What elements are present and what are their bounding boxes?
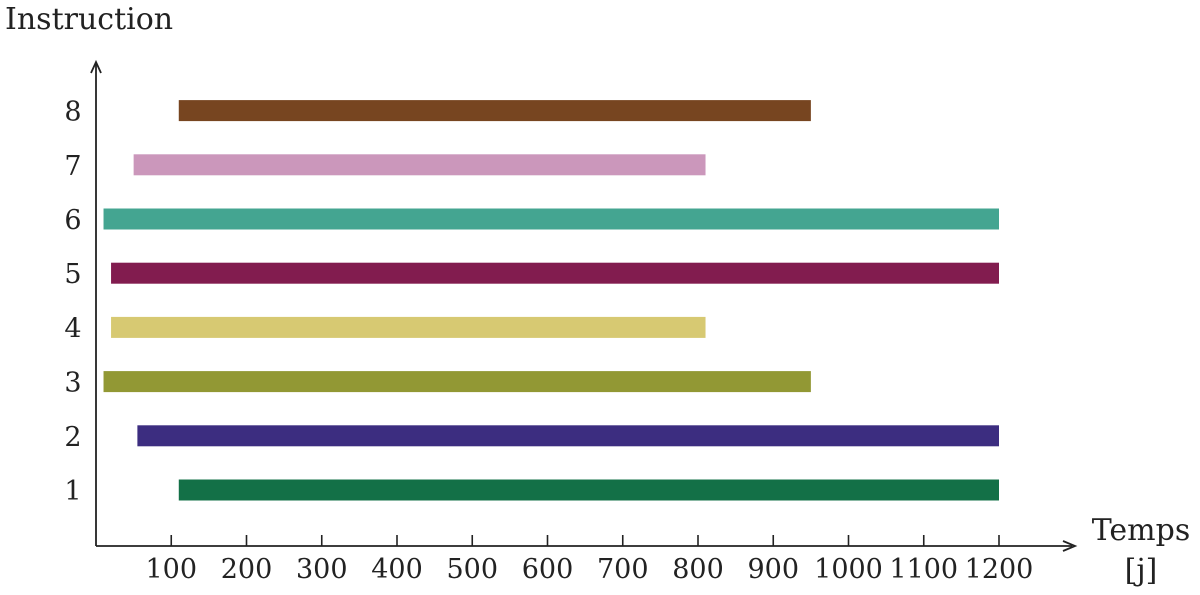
x-axis-title: Temps — [1092, 513, 1190, 548]
x-tick-label: 200 — [221, 554, 273, 585]
y-axis-arrow-icon — [90, 59, 102, 74]
y-tick-label: 4 — [64, 313, 81, 344]
x-axis-unit: [j] — [1125, 553, 1158, 588]
y-tick-label: 2 — [64, 422, 81, 453]
bar-instruction-1 — [178, 479, 999, 501]
y-tick-label: 1 — [64, 476, 81, 507]
bar-instruction-5 — [111, 262, 1000, 284]
bar-instruction-7 — [133, 154, 706, 176]
y-tick-label: 3 — [64, 368, 81, 399]
x-tick-label: 100 — [145, 554, 197, 585]
bar-instruction-8 — [178, 100, 811, 122]
axes — [90, 59, 1078, 552]
x-tick-label: 800 — [672, 554, 724, 585]
x-axis-arrow-icon — [1062, 540, 1078, 552]
y-tick-label: 8 — [64, 97, 81, 128]
y-ticks: 1 2 3 4 5 6 7 8 — [64, 97, 81, 507]
bar-instruction-3 — [103, 371, 811, 393]
x-tick-label: 1200 — [965, 554, 1034, 585]
x-tick-label: 700 — [597, 554, 649, 585]
x-tick-label: 500 — [446, 554, 498, 585]
y-axis-title: Instruction — [5, 2, 173, 37]
x-tick-label: 1000 — [814, 554, 883, 585]
bars — [103, 100, 1000, 501]
x-tick-label: 1100 — [889, 554, 958, 585]
x-tick-label: 400 — [371, 554, 423, 585]
x-tick-label: 900 — [747, 554, 799, 585]
y-tick-label: 7 — [64, 151, 81, 182]
bar-instruction-4 — [111, 316, 706, 338]
bar-instruction-2 — [137, 425, 999, 447]
x-tick-label: 600 — [522, 554, 574, 585]
x-ticks: 100 200 300 400 500 600 700 800 900 1000 1100 1200 — [145, 535, 1033, 585]
x-tick-label: 300 — [296, 554, 348, 585]
y-tick-label: 6 — [64, 205, 81, 236]
bar-instruction-6 — [103, 208, 999, 230]
y-tick-label: 5 — [64, 259, 81, 290]
